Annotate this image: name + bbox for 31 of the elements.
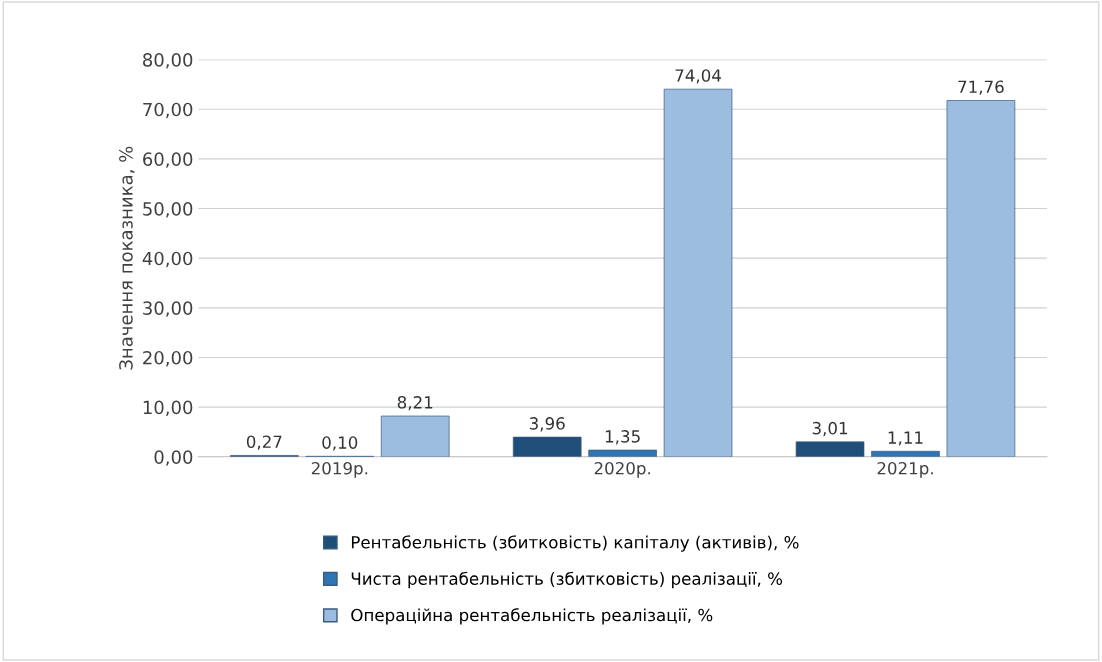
y-tick-label: 80,00 — [143, 53, 193, 69]
bar — [588, 449, 657, 457]
bar — [663, 88, 733, 457]
bar — [795, 441, 865, 457]
y-tick-label: 50,00 — [143, 201, 193, 218]
data-label: 8,21 — [397, 396, 433, 411]
data-label: 3,01 — [812, 421, 848, 437]
data-label: 1,11 — [888, 431, 923, 446]
y-tick-label: 70,00 — [143, 102, 193, 119]
legend-label: Чиста рентабельність (збитковість) реалізації, % — [351, 571, 783, 589]
y-tick-label: 0,00 — [154, 450, 193, 466]
y-tick-label: 60,00 — [143, 152, 193, 168]
data-label: 71,76 — [958, 80, 1004, 95]
data-label: 0,10 — [322, 436, 358, 451]
bar — [946, 100, 1016, 457]
data-label: 74,04 — [675, 69, 721, 84]
legend-label: Рентабельність (збитковість) капіталу (активів), % — [351, 535, 799, 552]
data-label: 3,96 — [529, 417, 565, 432]
y-tick-label: 10,00 — [143, 400, 193, 417]
bar — [380, 415, 450, 457]
data-label: 0,27 — [246, 435, 282, 450]
x-tick-label: 2021р. — [877, 461, 933, 478]
legend-label: Операційна рентабельність реалізації, % — [351, 608, 713, 625]
y-tick-label: 40,00 — [142, 251, 193, 268]
y-tick-label: 20,00 — [143, 350, 193, 367]
data-label: 1,35 — [605, 430, 640, 445]
x-tick-label: 2020р. — [594, 461, 650, 478]
bar — [512, 436, 582, 457]
x-tick-label: 2019р. — [311, 461, 368, 478]
y-axis-title: Значення показника, % — [119, 146, 135, 370]
y-tick-label: 30,00 — [143, 301, 193, 317]
